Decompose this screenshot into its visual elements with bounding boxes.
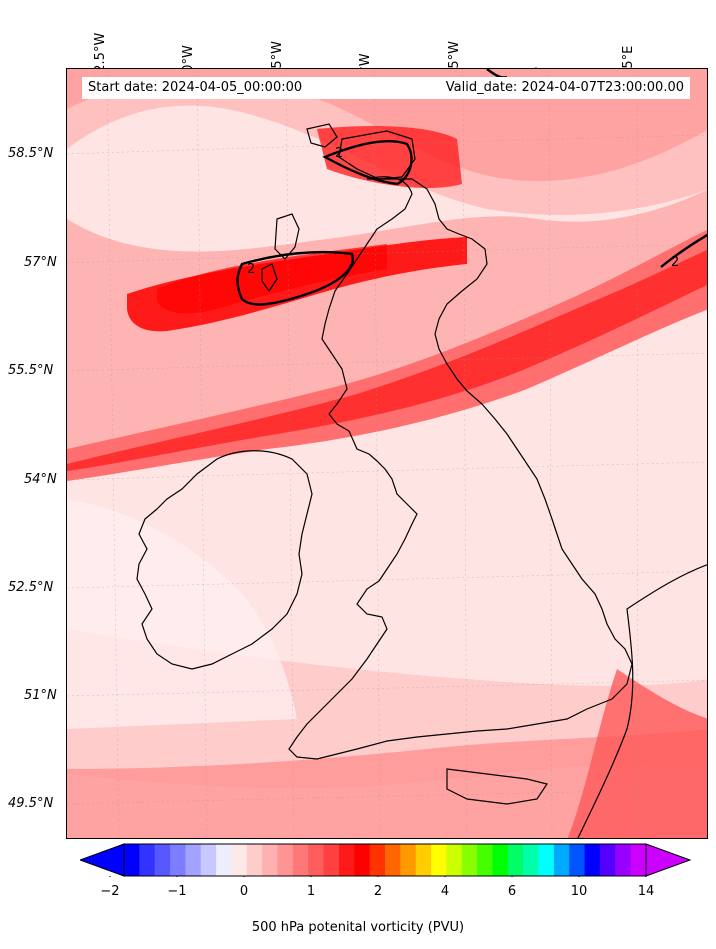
colorbar-cell xyxy=(154,844,171,876)
valid-date-label: Valid_date: 2024-04-07T23:00:00.00 xyxy=(445,80,684,95)
colorbar-cell xyxy=(461,844,478,876)
hebrides-coast xyxy=(274,213,300,260)
colorbar-cell xyxy=(262,844,279,876)
colorbar-cell xyxy=(385,844,401,876)
cbar-tick-14: 14 xyxy=(637,884,655,899)
colorbar-cell xyxy=(231,844,248,876)
contour-label-1: 2 xyxy=(335,146,343,161)
colorbar-cell xyxy=(170,844,186,876)
colorbar-cell xyxy=(139,844,156,876)
lat-label-51n: 51°N xyxy=(24,688,57,703)
colorbar-cell xyxy=(277,844,294,876)
colorbar-cell xyxy=(569,844,586,876)
coastlines xyxy=(136,123,707,838)
lat-label-52-5n: 52.5°N xyxy=(8,580,54,595)
colorbar-cell xyxy=(216,844,232,876)
colorbar-cell xyxy=(308,844,325,876)
colorbar-cell xyxy=(400,844,417,876)
colorbar-cell xyxy=(292,844,309,876)
contour-label-2: 2 xyxy=(247,262,255,277)
pv-field-svg: 2 2 2 xyxy=(67,69,707,838)
continent-coast xyxy=(577,564,707,838)
colorbar-cell xyxy=(323,844,340,876)
colorbar-cell xyxy=(507,844,524,876)
colorbar-cell xyxy=(415,844,432,876)
contour-label-3: 2 xyxy=(671,255,679,270)
cbar-tick-0: 0 xyxy=(239,884,249,899)
colorbar-cell xyxy=(599,844,616,876)
cbar-tick-10: 10 xyxy=(570,884,588,899)
colorbar-cell xyxy=(124,844,140,876)
pv-2-contours xyxy=(236,69,707,306)
cbar-tick-6: 6 xyxy=(507,884,517,899)
cbar-tick-4: 4 xyxy=(440,884,450,899)
lat-label-49-5n: 49.5°N xyxy=(8,796,54,811)
pv-map: 2 2 2 xyxy=(66,68,708,839)
colorbar-cell xyxy=(630,844,647,876)
colorbar-cell xyxy=(553,844,570,876)
colorbar xyxy=(80,843,692,877)
colorbar-extend-high xyxy=(645,843,692,877)
colorbar-cell xyxy=(446,844,463,876)
colorbar-cell xyxy=(538,844,555,876)
colorbar-cell xyxy=(523,844,540,876)
colorbar-cell xyxy=(615,844,632,876)
lat-label-58-5n: 58.5°N xyxy=(8,146,54,161)
colorbar-cell xyxy=(477,844,493,876)
lat-label-55-5n: 55.5°N xyxy=(8,363,54,378)
colorbar-ticks xyxy=(109,876,647,877)
colorbar-cell xyxy=(246,844,263,876)
colorbar-cell xyxy=(200,844,217,876)
lat-label-54n: 54°N xyxy=(24,472,57,487)
lat-label-57n: 57°N xyxy=(24,255,57,270)
colorbar-cell xyxy=(369,844,386,876)
cbar-tick-neg1: −1 xyxy=(167,884,187,899)
colorbar-cells xyxy=(124,844,647,876)
great-britain-coast xyxy=(288,176,633,760)
start-date-label: Start date: 2024-04-05_00:00:00 xyxy=(88,80,303,95)
cbar-tick-2: 2 xyxy=(373,884,383,899)
colorbar-cell xyxy=(338,844,355,876)
colorbar-title: 500 hPa potenital vorticity (PVU) xyxy=(251,920,465,935)
colorbar-cell xyxy=(584,844,601,876)
cbar-tick-neg2: −2 xyxy=(100,884,120,899)
colorbar-cell xyxy=(185,844,202,876)
ireland-coast xyxy=(136,450,313,670)
orkney-coast xyxy=(338,130,416,180)
graticule xyxy=(67,69,707,838)
colorbar-cell xyxy=(431,844,447,876)
colorbar-extend-low xyxy=(80,843,125,877)
colorbar-cell xyxy=(354,844,371,876)
cbar-tick-1: 1 xyxy=(306,884,316,899)
date-info-box: Start date: 2024-04-05_00:00:00 Valid_da… xyxy=(82,77,690,99)
colorbar-cell xyxy=(492,844,509,876)
